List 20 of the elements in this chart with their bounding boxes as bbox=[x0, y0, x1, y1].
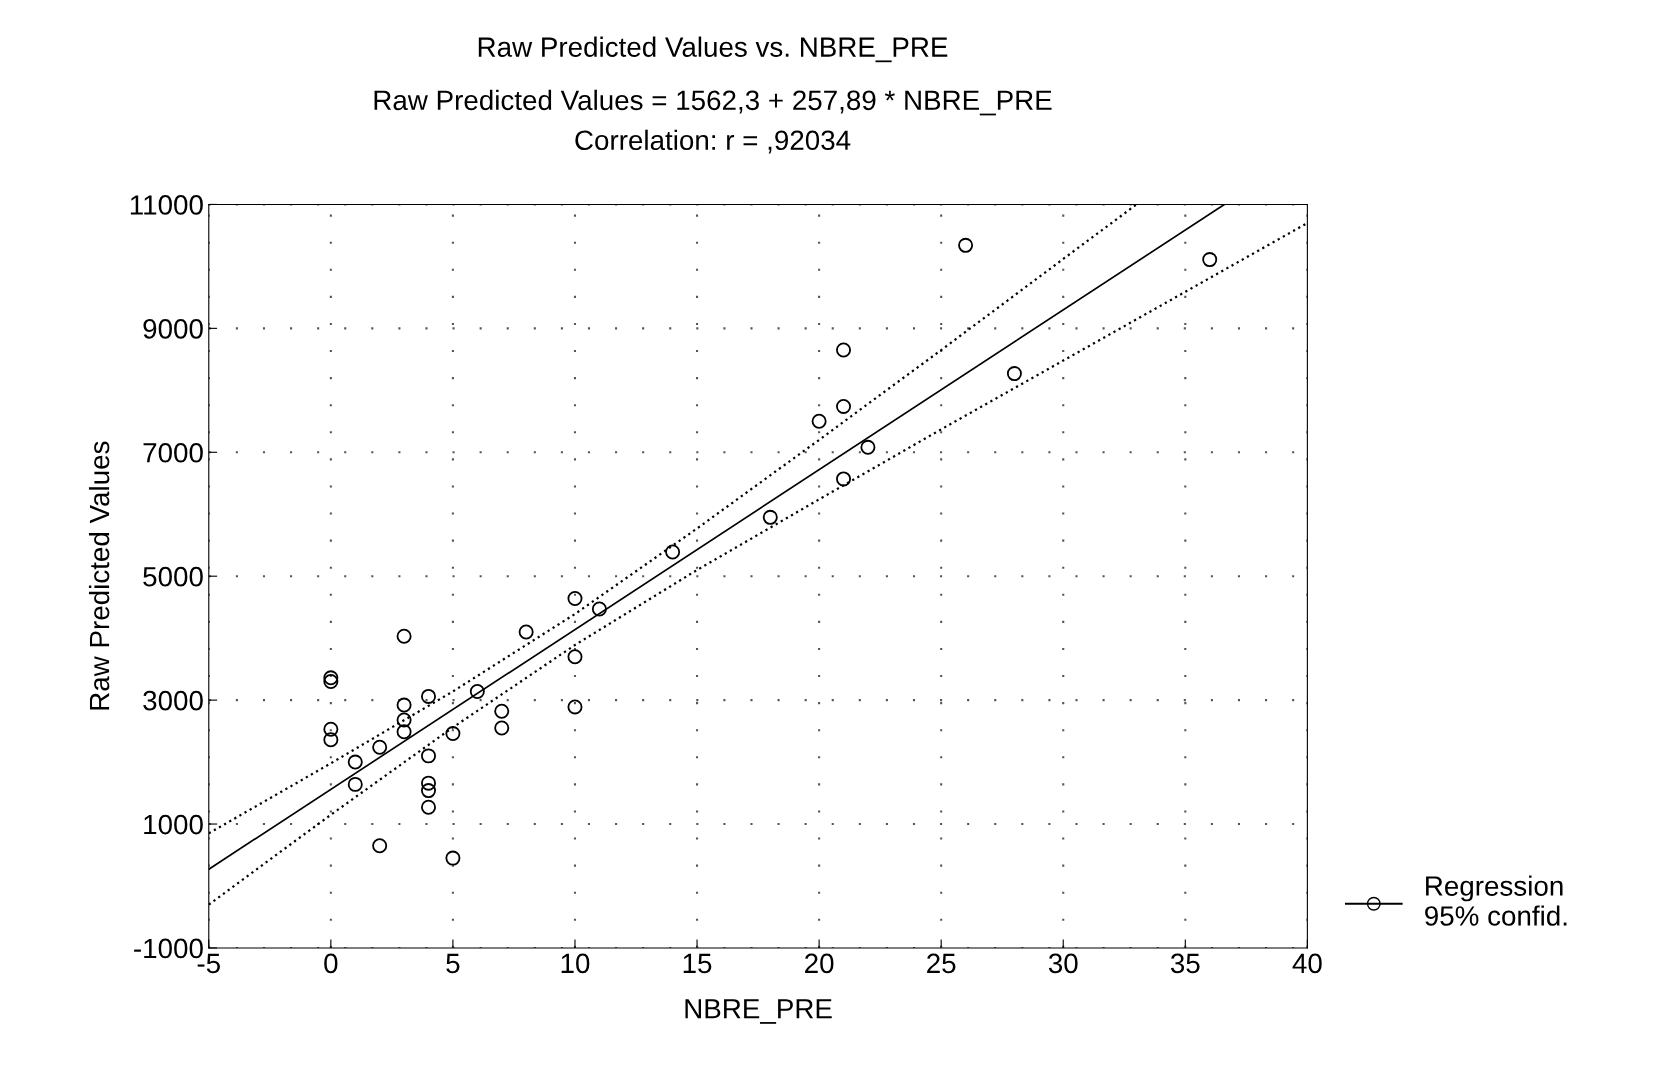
x-tick-label: 15 bbox=[683, 953, 712, 974]
y-tick-label: 11000 bbox=[130, 195, 203, 215]
y-tick-label: 5000 bbox=[143, 566, 203, 587]
x-tick-label: 10 bbox=[561, 953, 590, 974]
x-tick-label: 5 bbox=[446, 953, 460, 974]
x-tick-label: 40 bbox=[1292, 953, 1322, 974]
chart-title: Raw Predicted Values vs. NBRE_PRE bbox=[478, 36, 948, 63]
y-tick-label: 3000 bbox=[143, 690, 203, 711]
y-tick-label: 1000 bbox=[144, 814, 203, 835]
x-axis-title: NBRE_PRE bbox=[685, 999, 832, 1024]
y-axis-title: Raw Predicted Values bbox=[88, 441, 110, 710]
chart-subtitle: Raw Predicted Values = 1562,3 + 257,89 * NBRE_PRE Correlation: r = ,92034 bbox=[374, 89, 1052, 154]
y-tick-label: 7000 bbox=[143, 442, 203, 463]
legend-label: Regression 95% confid. bbox=[1425, 875, 1567, 926]
x-tick-label: 0 bbox=[324, 953, 338, 974]
x-tick-label: 30 bbox=[1048, 953, 1078, 974]
x-tick-label: 35 bbox=[1170, 953, 1200, 974]
x-tick-label: 25 bbox=[927, 953, 956, 974]
y-tick-label: 9000 bbox=[143, 319, 203, 339]
x-tick-label: 20 bbox=[805, 953, 834, 974]
